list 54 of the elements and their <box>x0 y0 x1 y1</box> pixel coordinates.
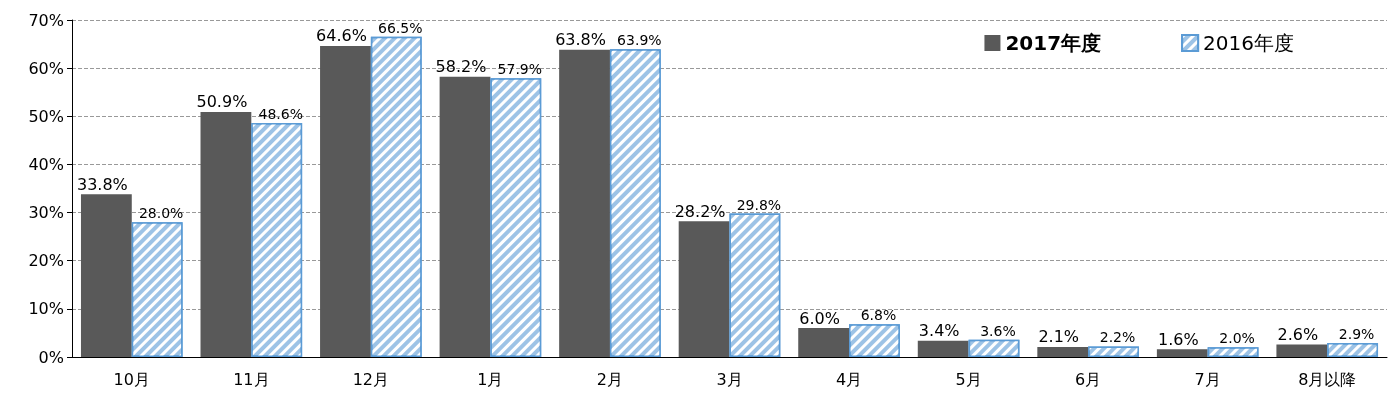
bar <box>200 111 252 357</box>
data-label: 6.8% <box>860 307 897 324</box>
x-tick-label: 10月 <box>113 369 150 389</box>
data-label: 50.9% <box>196 92 248 112</box>
data-label: 33.8% <box>76 174 128 194</box>
y-tick-label: 30% <box>28 203 64 223</box>
bar <box>439 76 491 357</box>
data-label: 2.0% <box>1219 330 1255 347</box>
y-tick-label: 60% <box>28 58 64 78</box>
data-label: 3.4% <box>918 321 960 341</box>
legend-label: 2017年度 <box>1005 31 1102 55</box>
bar <box>559 49 610 357</box>
legend-label: 2016年度 <box>1203 31 1295 55</box>
x-tick-label: 6月 <box>1075 369 1102 389</box>
x-tick-label: 2月 <box>596 369 624 389</box>
data-label: 48.6% <box>258 106 303 123</box>
data-label: 1.6% <box>1157 329 1199 349</box>
y-tick-label: 40% <box>28 154 64 174</box>
data-label: 66.5% <box>378 19 423 36</box>
y-tick-label: 50% <box>28 106 64 126</box>
y-tick-label: 70% <box>28 10 64 30</box>
x-tick-label: 5月 <box>955 369 982 389</box>
bar <box>678 221 730 357</box>
data-label: 63.8% <box>555 30 606 50</box>
data-label: 2.6% <box>1277 324 1319 344</box>
bar <box>1156 349 1208 357</box>
y-tick-label: 10% <box>28 299 64 319</box>
x-tick-label: 3月 <box>716 369 743 389</box>
y-tick-label: 20% <box>28 251 64 271</box>
data-label: 57.9% <box>497 61 543 78</box>
bar <box>917 340 969 357</box>
data-label: 3.6% <box>980 322 1016 339</box>
x-tick-label: 7月 <box>1194 369 1221 389</box>
x-tick-label: 8月以降 <box>1298 369 1357 389</box>
data-label: 64.6% <box>316 26 367 46</box>
data-label: 63.9% <box>617 32 662 49</box>
data-label: 2.9% <box>1338 326 1375 343</box>
bar <box>1276 344 1328 357</box>
bar <box>320 46 371 357</box>
x-tick-label: 11月 <box>233 369 270 389</box>
bar <box>80 194 132 357</box>
x-tick-label: 12月 <box>352 369 390 389</box>
data-label: 28.0% <box>138 205 184 222</box>
bar <box>1037 346 1089 357</box>
data-label: 58.2% <box>435 57 487 77</box>
x-tick-label: 1月 <box>477 369 504 389</box>
y-tick-label: 0% <box>38 347 64 367</box>
data-label: 2.1% <box>1038 327 1080 347</box>
data-label: 28.2% <box>674 201 726 221</box>
data-label: 29.8% <box>736 196 782 213</box>
x-tick-label: 4月 <box>835 369 863 389</box>
bar <box>798 328 850 357</box>
data-label: 6.0% <box>799 308 840 328</box>
data-label: 2.2% <box>1099 329 1136 346</box>
